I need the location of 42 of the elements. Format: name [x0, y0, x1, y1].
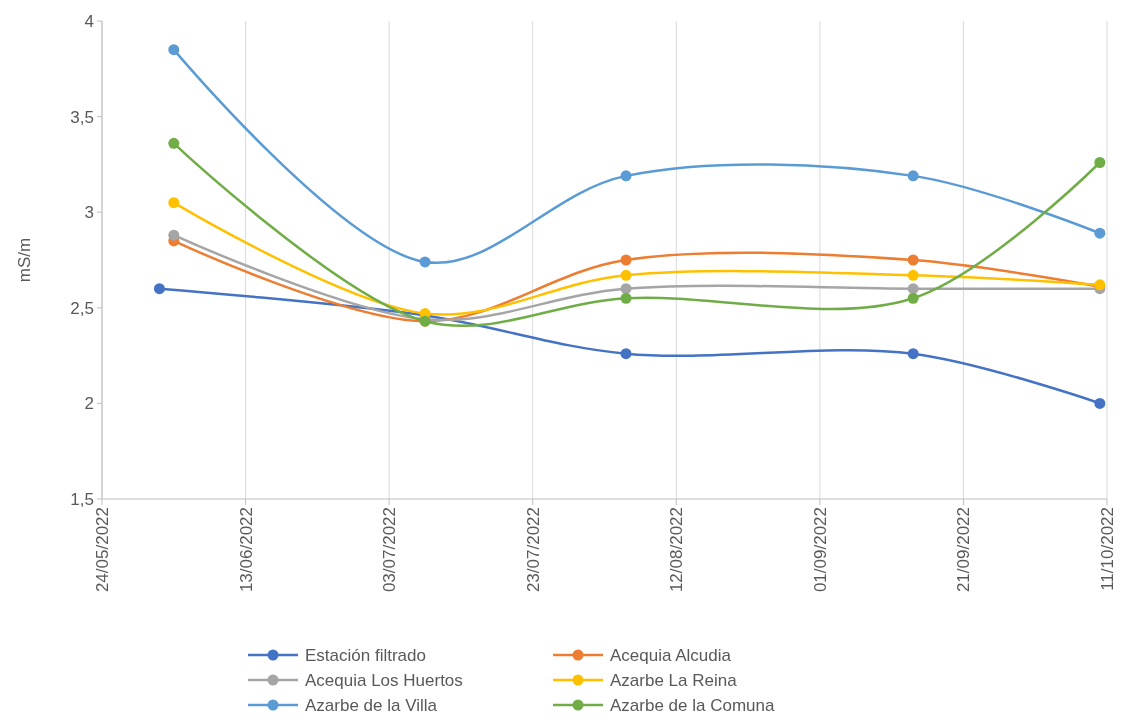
x-tick-label: 24/05/2022: [92, 507, 112, 593]
point: [620, 348, 632, 360]
point: [168, 197, 180, 209]
point: [907, 348, 919, 360]
y-tick-label: 3: [84, 203, 94, 223]
legend-label: Acequia Alcudia: [610, 645, 732, 665]
x-tick-label: 23/07/2022: [523, 507, 543, 593]
point: [168, 137, 180, 149]
point: [907, 283, 919, 295]
y-tick-label: 4: [84, 11, 94, 31]
x-tick-label: 12/08/2022: [667, 507, 687, 593]
point: [620, 254, 632, 266]
point: [907, 269, 919, 281]
x-tick-label: 13/06/2022: [236, 507, 256, 593]
y-tick-label: 1,5: [70, 489, 94, 509]
point: [620, 269, 632, 281]
point: [153, 283, 165, 295]
point: [419, 256, 431, 268]
legend-label: Acequia Los Huertos: [305, 670, 463, 690]
point: [907, 292, 919, 304]
y-tick-label: 2,5: [70, 298, 94, 318]
x-tick-label: 03/07/2022: [380, 507, 400, 593]
point: [907, 254, 919, 266]
y-tick-label: 3,5: [70, 107, 94, 127]
x-tick-label: 21/09/2022: [954, 507, 974, 593]
point: [168, 44, 180, 56]
x-tick-label: 01/09/2022: [810, 507, 830, 593]
point: [620, 292, 632, 304]
point: [1094, 227, 1106, 239]
point: [620, 170, 632, 182]
legend-label: Azarbe de la Comuna: [610, 695, 775, 715]
point: [1094, 397, 1106, 409]
point: [620, 283, 632, 295]
x-tick-label: 11/10/2022: [1097, 507, 1117, 591]
legend-label: Azarbe La Reina: [610, 670, 738, 690]
y-axis-title: mS/m: [15, 237, 34, 283]
point: [907, 170, 919, 182]
legend-label: Azarbe de la Villa: [305, 695, 438, 715]
point: [1094, 156, 1106, 168]
point: [168, 229, 180, 241]
legend-label: Estación filtrado: [305, 645, 426, 665]
y-tick-label: 2: [84, 394, 94, 414]
